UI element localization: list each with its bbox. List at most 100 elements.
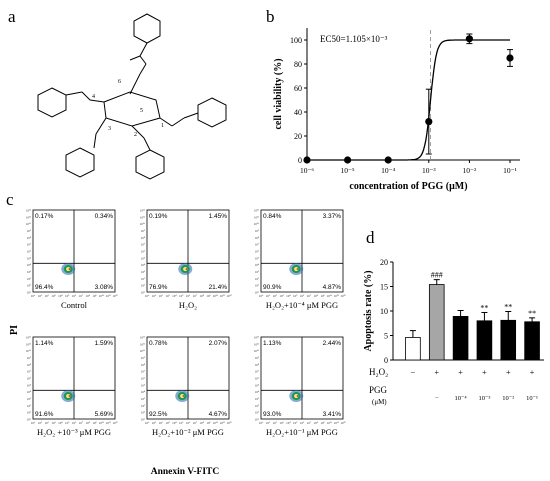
- flow-y-tick-label: 10⁸: [27, 363, 31, 367]
- carbon-label-6: 6: [118, 79, 121, 85]
- flow-x-tick-label: 10¹¹: [220, 421, 225, 425]
- flow-x-tick-label: 10¹²: [226, 421, 231, 425]
- flow-y-tick-label: 10⁶: [141, 377, 145, 381]
- flow-y-tick-label: 10⁰: [141, 291, 146, 295]
- event-cloud-peak: [185, 268, 188, 270]
- annexin-axis-title: Annexin V-FITC: [151, 467, 220, 477]
- data-point: [384, 156, 392, 164]
- flow-y-tick-label: 10¹¹: [26, 342, 31, 346]
- flow-x-tick-label: 10¹¹: [220, 294, 225, 298]
- quadrant-ur-value: 2.44%: [323, 340, 342, 347]
- quadrant-ur-value: 1.45%: [209, 213, 228, 220]
- flow-y-tick-label: 10⁹: [141, 356, 146, 360]
- flow-plot-1: 10⁰10⁰10¹10¹10²10²10³10³10⁴10⁴10⁵10⁵10⁶1…: [26, 209, 118, 311]
- significance-mark: ###: [431, 271, 443, 280]
- flow-y-tick-label: 10¹²: [140, 336, 145, 340]
- pgg-structure: [37, 13, 227, 180]
- h2o2-row-value: +: [530, 367, 535, 377]
- galloyl-ring-right: [197, 97, 227, 128]
- flow-y-tick-label: 10²: [27, 404, 31, 408]
- y-tick-label: 0: [298, 156, 302, 165]
- flow-y-tick-label: 10⁰: [255, 291, 260, 295]
- flow-y-tick-label: 10¹²: [26, 209, 31, 213]
- flow-y-tick-label: 10⁰: [255, 418, 260, 422]
- flow-x-tick-label: 10⁰: [31, 294, 36, 298]
- flow-y-tick-label: 10⁷: [141, 370, 145, 374]
- flow-plot-6: 10⁰10⁰10¹10¹10²10²10³10³10⁴10⁴10⁵10⁵10⁶1…: [254, 336, 346, 438]
- quadrant-ul-value: 0.19%: [149, 213, 168, 220]
- flow-x-tick-label: 10¹¹: [334, 421, 339, 425]
- flow-y-tick-label: 10³: [27, 270, 31, 274]
- flow-y-tick-label: 10¹²: [254, 336, 259, 340]
- flow-x-tick-label: 10⁶: [72, 421, 76, 425]
- flow-y-tick-label: 10⁷: [141, 243, 145, 247]
- flow-y-tick-label: 10¹: [141, 411, 145, 415]
- y-tick-label: 15: [380, 283, 388, 292]
- flow-x-tick-label: 10⁵: [293, 294, 297, 298]
- h2o2-row-value: +: [482, 367, 487, 377]
- flow-x-tick-label: 10⁵: [65, 294, 69, 298]
- quadrant-lr-value: 21.4%: [209, 284, 228, 291]
- y-axis-title: Apoptosis rate (%): [363, 270, 374, 351]
- y-tick-label: 80: [294, 60, 302, 69]
- flow-cytometry-panel: 10⁰10⁰10¹10¹10²10²10³10³10⁴10⁴10⁵10⁵10⁶1…: [9, 209, 346, 478]
- flow-x-tick-label: 10¹⁰: [213, 294, 219, 298]
- flow-x-tick-label: 10⁴: [172, 294, 177, 298]
- h2o2-row-value: +: [458, 367, 463, 377]
- flow-x-tick-label: 10⁵: [179, 294, 183, 298]
- flow-y-tick-label: 10⁸: [141, 236, 145, 240]
- flow-x-tick-label: 10⁰: [259, 421, 264, 425]
- flow-y-tick-label: 10¹¹: [26, 215, 31, 219]
- flow-plot-title: Control: [61, 300, 88, 310]
- quadrant-ul-value: 0.84%: [263, 213, 282, 220]
- flow-y-tick-label: 10⁶: [27, 377, 31, 381]
- flow-x-tick-label: 10²: [159, 421, 163, 425]
- flow-y-tick-label: 10⁰: [141, 418, 146, 422]
- flow-x-tick-label: 10⁹: [320, 294, 325, 298]
- bar: [524, 321, 540, 361]
- flow-y-tick-label: 10⁸: [255, 236, 259, 240]
- x-axis-title: concentration of PGG (μM): [349, 181, 467, 192]
- flow-x-tick-label: 10¹²: [112, 294, 117, 298]
- flow-x-tick-label: 10¹²: [340, 421, 345, 425]
- flow-x-tick-label: 10¹¹: [106, 294, 111, 298]
- y-tick-label: 0: [384, 356, 388, 365]
- flow-x-tick-label: 10³: [279, 294, 283, 298]
- flow-x-tick-label: 10¹: [152, 294, 156, 298]
- significance-mark: **: [480, 303, 488, 312]
- flow-y-tick-label: 10¹⁰: [254, 222, 260, 226]
- flow-y-tick-label: 10⁴: [255, 390, 260, 394]
- flow-y-tick-label: 10⁰: [27, 291, 32, 295]
- flow-x-tick-label: 10¹: [152, 421, 156, 425]
- flow-y-tick-label: 10¹²: [26, 336, 31, 340]
- panel-label-d: d: [366, 228, 375, 247]
- carbon-label-2: 2: [134, 132, 137, 138]
- flow-plot-title: H₂O₂ +10⁻³ μM PGG: [37, 427, 111, 437]
- flow-y-tick-label: 10⁵: [255, 383, 259, 387]
- pgg-row-value: 10⁻⁴: [454, 395, 467, 402]
- quadrant-ll-value: 96.4%: [35, 284, 54, 291]
- flow-plot-title: H₂O₂+10⁻⁴ μM PGG: [266, 300, 338, 310]
- flow-x-tick-label: 10⁵: [293, 421, 297, 425]
- flow-x-tick-label: 10⁶: [300, 421, 304, 425]
- h2o2-row-value: +: [434, 367, 439, 377]
- event-cloud-core: [66, 394, 71, 399]
- flow-y-tick-label: 10⁷: [27, 370, 31, 374]
- quadrant-ul-value: 1.13%: [263, 340, 282, 347]
- data-point: [506, 54, 514, 62]
- flow-y-tick-label: 10⁸: [255, 363, 259, 367]
- flow-plot-3: 10⁰10⁰10¹10¹10²10²10³10³10⁴10⁴10⁵10⁵10⁶1…: [254, 209, 346, 311]
- flow-y-tick-label: 10¹: [27, 411, 31, 415]
- flow-x-tick-label: 10⁶: [186, 421, 190, 425]
- flow-plot-title: H₂O₂: [179, 300, 197, 310]
- flow-y-tick-label: 10¹¹: [140, 215, 145, 219]
- flow-y-tick-label: 10¹: [27, 284, 31, 288]
- flow-x-tick-label: 10¹: [38, 421, 42, 425]
- flow-x-tick-label: 10⁴: [286, 294, 291, 298]
- flow-y-tick-label: 10⁰: [27, 418, 32, 422]
- flow-x-tick-label: 10⁰: [259, 294, 264, 298]
- quadrant-lr-value: 3.41%: [323, 411, 342, 418]
- flow-y-tick-label: 10¹: [255, 284, 259, 288]
- pgg-row-value: 10⁻³: [478, 395, 490, 402]
